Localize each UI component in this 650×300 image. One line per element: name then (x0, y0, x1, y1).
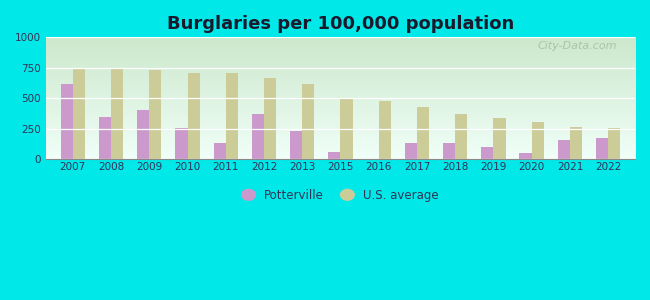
Bar (226, 73, 238, 159)
Bar (455, 114, 467, 159)
Bar (493, 118, 506, 159)
Bar (481, 147, 493, 159)
Bar (111, 68, 124, 159)
Bar (137, 110, 150, 159)
Bar (608, 128, 621, 159)
Bar (328, 152, 341, 159)
Bar (73, 69, 85, 159)
Bar (99, 117, 111, 159)
Bar (379, 101, 391, 159)
Legend: Potterville, U.S. average: Potterville, U.S. average (238, 184, 443, 207)
Bar (302, 84, 315, 159)
Bar (519, 153, 532, 159)
Bar (150, 70, 161, 159)
Bar (60, 84, 73, 159)
Bar (341, 98, 353, 159)
Bar (187, 73, 200, 159)
Bar (596, 138, 608, 159)
Bar (417, 107, 429, 159)
Text: City-Data.com: City-Data.com (538, 41, 618, 51)
Bar (252, 114, 264, 159)
Bar (570, 127, 582, 159)
Bar (443, 143, 455, 159)
Bar (405, 143, 417, 159)
Bar (558, 140, 570, 159)
Bar (532, 122, 544, 159)
Bar (176, 128, 187, 159)
Bar (264, 78, 276, 159)
Title: Burglaries per 100,000 population: Burglaries per 100,000 population (167, 15, 514, 33)
Bar (290, 131, 302, 159)
Bar (213, 143, 226, 159)
